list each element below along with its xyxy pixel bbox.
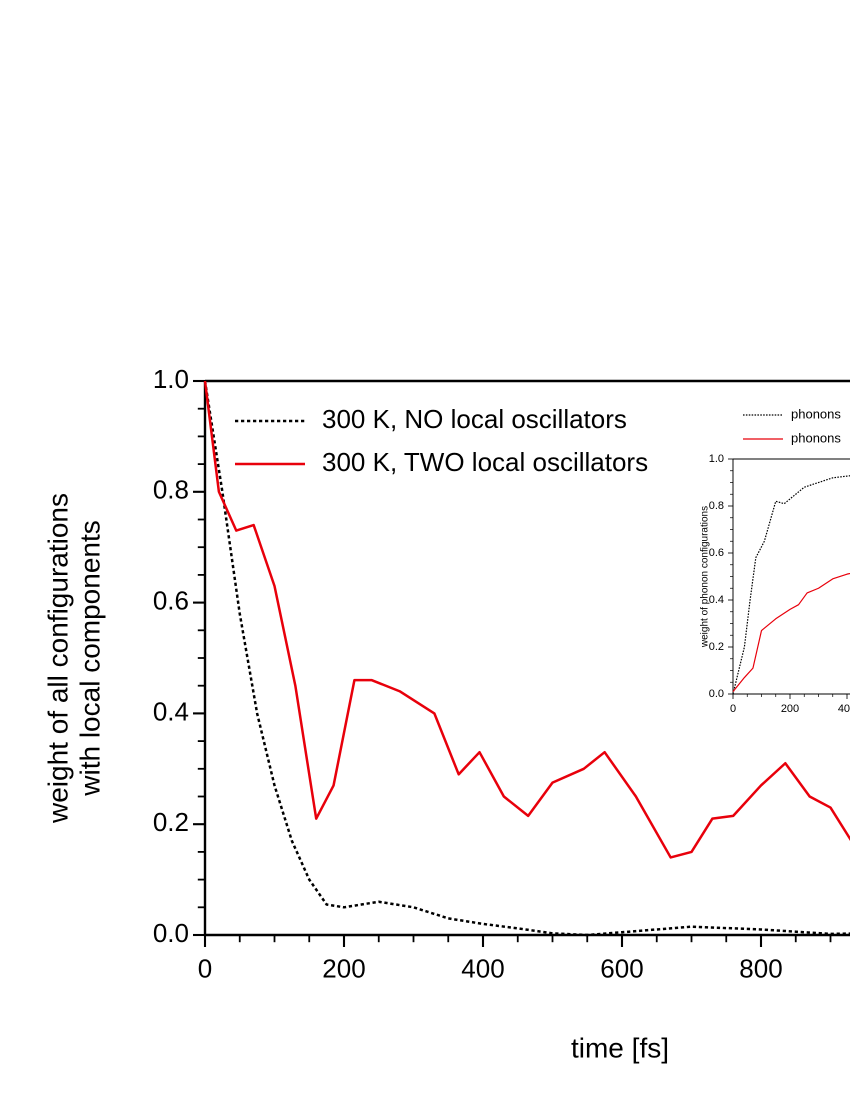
data-line xyxy=(732,572,850,693)
y-tick-label: 0.4 xyxy=(153,696,189,726)
x-tick-label: 0 xyxy=(730,703,736,715)
x-tick-label: 400 xyxy=(461,953,504,983)
x-tick-label: 200 xyxy=(322,953,365,983)
data-line xyxy=(203,380,850,859)
legend-label: 300 K, NO local oscillators xyxy=(322,404,627,434)
y-axis-label: weight of phonon configurations xyxy=(700,506,711,648)
y-tick-label: 0.6 xyxy=(709,547,724,559)
y-tick-label: 0.2 xyxy=(153,807,189,837)
legend-label: phonons xyxy=(791,406,841,421)
legend-label: 300 K, TWO local oscillators xyxy=(322,447,648,477)
y-tick-label: 1.0 xyxy=(153,364,189,394)
y-tick-label: 0.8 xyxy=(709,500,724,512)
y-tick-label: 1.0 xyxy=(709,453,724,465)
x-axis-label: time [fs] xyxy=(571,1032,669,1063)
x-tick-label: 600 xyxy=(600,953,643,983)
y-tick-label: 0.0 xyxy=(709,688,724,700)
y-tick-label: 0.2 xyxy=(709,641,724,653)
x-tick-label: 0 xyxy=(198,953,212,983)
x-tick-label: 400 xyxy=(838,703,850,715)
y-tick-label: 0.4 xyxy=(709,594,724,606)
y-axis-label: weight of all configurations xyxy=(42,493,73,824)
data-line xyxy=(732,475,850,695)
y-tick-label: 0.0 xyxy=(153,918,189,948)
data-line xyxy=(203,380,850,937)
x-tick-label: 200 xyxy=(781,703,799,715)
x-tick-label: 800 xyxy=(739,953,782,983)
y-tick-label: 0.8 xyxy=(153,475,189,505)
y-axis-label: with local components xyxy=(75,520,106,796)
y-tick-label: 0.6 xyxy=(153,585,189,615)
legend-label: phonons xyxy=(791,430,841,445)
